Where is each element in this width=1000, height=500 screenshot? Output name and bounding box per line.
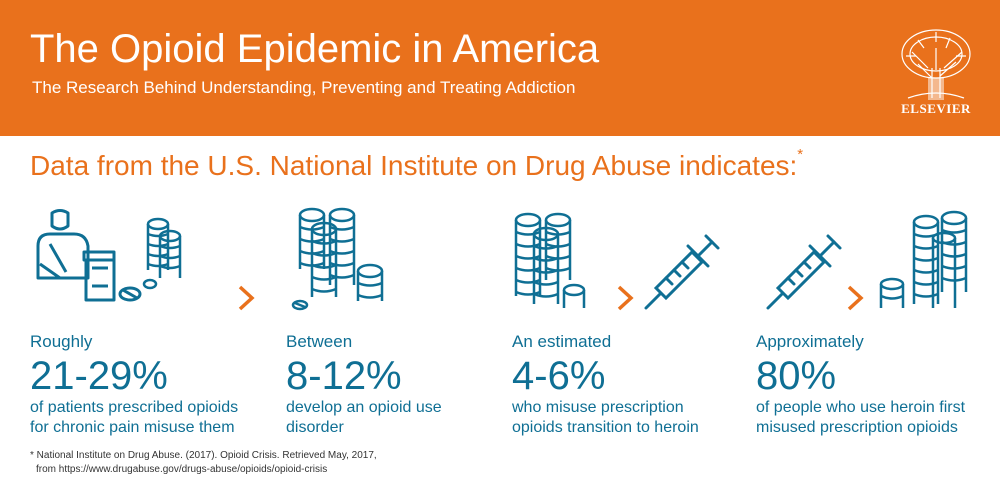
stat-lead: Roughly	[30, 332, 93, 351]
footnote: * National Institute on Drug Abuse. (201…	[30, 449, 377, 477]
footnote-citation: * National Institute on Drug Abuse. (201…	[30, 450, 377, 461]
stat-value: 4-6%	[512, 354, 606, 398]
syringe-icon	[766, 234, 842, 310]
stat-value: 21-29%	[30, 354, 168, 398]
page-subtitle: The Research Behind Understanding, Preve…	[32, 78, 576, 97]
stat-lead: Approximately	[756, 332, 864, 351]
stat-disorder: Between 8-12% develop an opioid use disor…	[286, 332, 526, 438]
stat-misuse: Roughly 21-29% of patients prescribed op…	[30, 332, 270, 438]
pill-stacks-icon	[291, 207, 384, 311]
stat-heroin-origin: Approximately 80% of people who use hero…	[756, 332, 996, 438]
stat-description: of patients prescribed opioids for chroni…	[30, 399, 239, 436]
chevron-right-icon	[238, 285, 255, 311]
pill-stacks-icon	[879, 210, 968, 308]
elsevier-wordmark: ELSEVIER	[901, 101, 971, 116]
stat-lead: Between	[286, 332, 353, 351]
section-headline: Data from the U.S. National Institute on…	[30, 146, 804, 181]
patient-with-pill-bottle-icon	[36, 209, 182, 302]
chevron-right-icon	[847, 285, 864, 311]
page-title: The Opioid Epidemic in America	[30, 27, 600, 71]
chevron-right-icon	[617, 285, 634, 311]
stat-lead: An estimated	[512, 332, 612, 351]
stat-description: of people who use heroin first misused pr…	[756, 399, 966, 436]
stat-description: who misuse prescription opioids transitio…	[512, 399, 699, 436]
elsevier-tree-logo	[901, 29, 971, 100]
footnote-marker: *	[797, 146, 804, 163]
stat-description: develop an opioid use disorder	[286, 399, 442, 436]
stat-value: 80%	[756, 354, 837, 398]
pill-stacks-icon	[514, 212, 586, 308]
footnote-url: from https://www.drugabuse.gov/drugs-abu…	[36, 464, 328, 475]
stat-value: 8-12%	[286, 354, 402, 398]
header-banner: The Opioid Epidemic in America The Resea…	[0, 0, 1000, 136]
stat-heroin-transition: An estimated 4-6% who misuse prescriptio…	[512, 332, 752, 438]
syringe-icon	[644, 234, 720, 310]
